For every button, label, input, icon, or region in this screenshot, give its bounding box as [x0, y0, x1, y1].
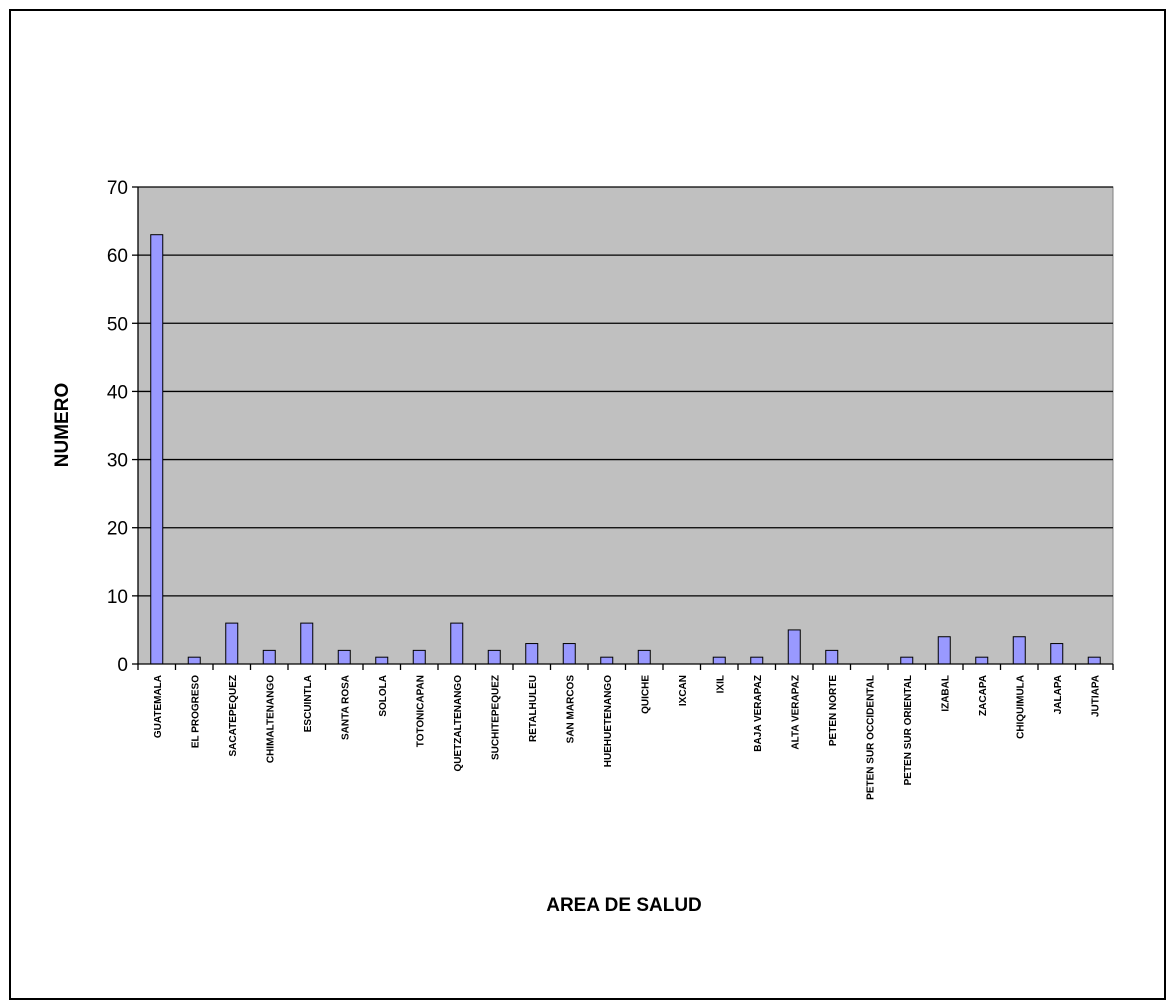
x-tick-label: SUCHITEPEQUEZ — [490, 675, 501, 760]
y-axis-title: NUMERO — [52, 383, 73, 467]
plot-area — [137, 186, 1114, 665]
x-tick-label: JALAPA — [1053, 675, 1064, 714]
x-tick-label: SAN MARCOS — [565, 675, 576, 744]
x-tick-label: ZACAPA — [978, 675, 989, 716]
x-tick-label: ESCUINTLA — [303, 675, 314, 732]
bar — [487, 649, 501, 665]
x-tick-label: EL PROGRESO — [190, 675, 201, 748]
x-tick-label: HUEHUETENANGO — [603, 675, 614, 767]
x-tick-label: SOLOLA — [378, 675, 389, 717]
bar — [300, 622, 314, 665]
bar — [375, 656, 389, 665]
x-ticks — [137, 664, 1114, 670]
x-tick-label: QUETZALTENANGO — [453, 675, 464, 772]
x-tick-label: BAJA VERAPAZ — [753, 675, 764, 752]
gridlines — [138, 186, 1113, 597]
x-tick-label: IXCAN — [678, 675, 689, 706]
x-tick-label: CHIQUIMULA — [1015, 675, 1026, 739]
bar — [412, 649, 426, 665]
bar — [150, 234, 164, 665]
x-tick-label: RETALHULEU — [528, 675, 539, 742]
x-axis-title: AREA DE SALUD — [546, 895, 702, 916]
x-tick-label: IXIL — [715, 675, 726, 693]
bar — [825, 649, 839, 665]
bar — [975, 656, 989, 665]
bar — [450, 622, 464, 665]
bar — [712, 656, 726, 665]
y-tick-label: 50 — [107, 314, 128, 335]
x-tick-label: SANTA ROSA — [340, 675, 351, 740]
y-tick-label: 70 — [107, 178, 128, 199]
y-tick-label: 0 — [117, 655, 128, 676]
y-tick-label: 30 — [107, 451, 128, 472]
bar — [1087, 656, 1101, 665]
y-tick-label: 60 — [107, 246, 128, 267]
bar — [1050, 643, 1064, 665]
bar — [225, 622, 239, 665]
y-ticks — [132, 186, 138, 665]
bar — [787, 629, 801, 665]
x-tick-label: JUTIAPA — [1090, 675, 1101, 717]
bar — [1012, 636, 1026, 665]
bar — [750, 656, 764, 665]
bar — [187, 656, 201, 665]
x-tick-label: PETEN SUR ORIENTAL — [903, 675, 914, 785]
bar — [337, 649, 351, 665]
x-tick-label: CHIMALTENANGO — [265, 675, 276, 763]
x-tick-label: IZABAL — [940, 675, 951, 712]
x-tick-label: PETEN SUR OCCIDENTAL — [865, 675, 876, 800]
x-tick-labels: GUATEMALA EL PROGRESO SACATEPEQUEZ CHIMALTE… — [153, 675, 1102, 800]
bar — [637, 649, 651, 665]
x-tick-label: GUATEMALA — [153, 675, 164, 738]
bars — [150, 234, 1101, 665]
x-tick-label: QUICHE — [640, 675, 651, 714]
bar — [900, 656, 914, 665]
bar — [937, 636, 951, 665]
x-tick-label: TOTONICAPAN — [415, 675, 426, 747]
y-tick-labels: 0 10 20 30 40 50 60 70 — [107, 178, 128, 676]
x-tick-label: SACATEPEQUEZ — [228, 675, 239, 757]
bar — [262, 649, 276, 665]
bar — [600, 656, 614, 665]
x-tick-label: PETEN NORTE — [828, 675, 839, 746]
y-tick-label: 20 — [107, 519, 128, 540]
y-tick-label: 10 — [107, 587, 128, 608]
y-tick-label: 40 — [107, 382, 128, 403]
bar — [525, 643, 539, 665]
x-tick-label: ALTA VERAPAZ — [790, 675, 801, 750]
bar — [562, 643, 576, 665]
